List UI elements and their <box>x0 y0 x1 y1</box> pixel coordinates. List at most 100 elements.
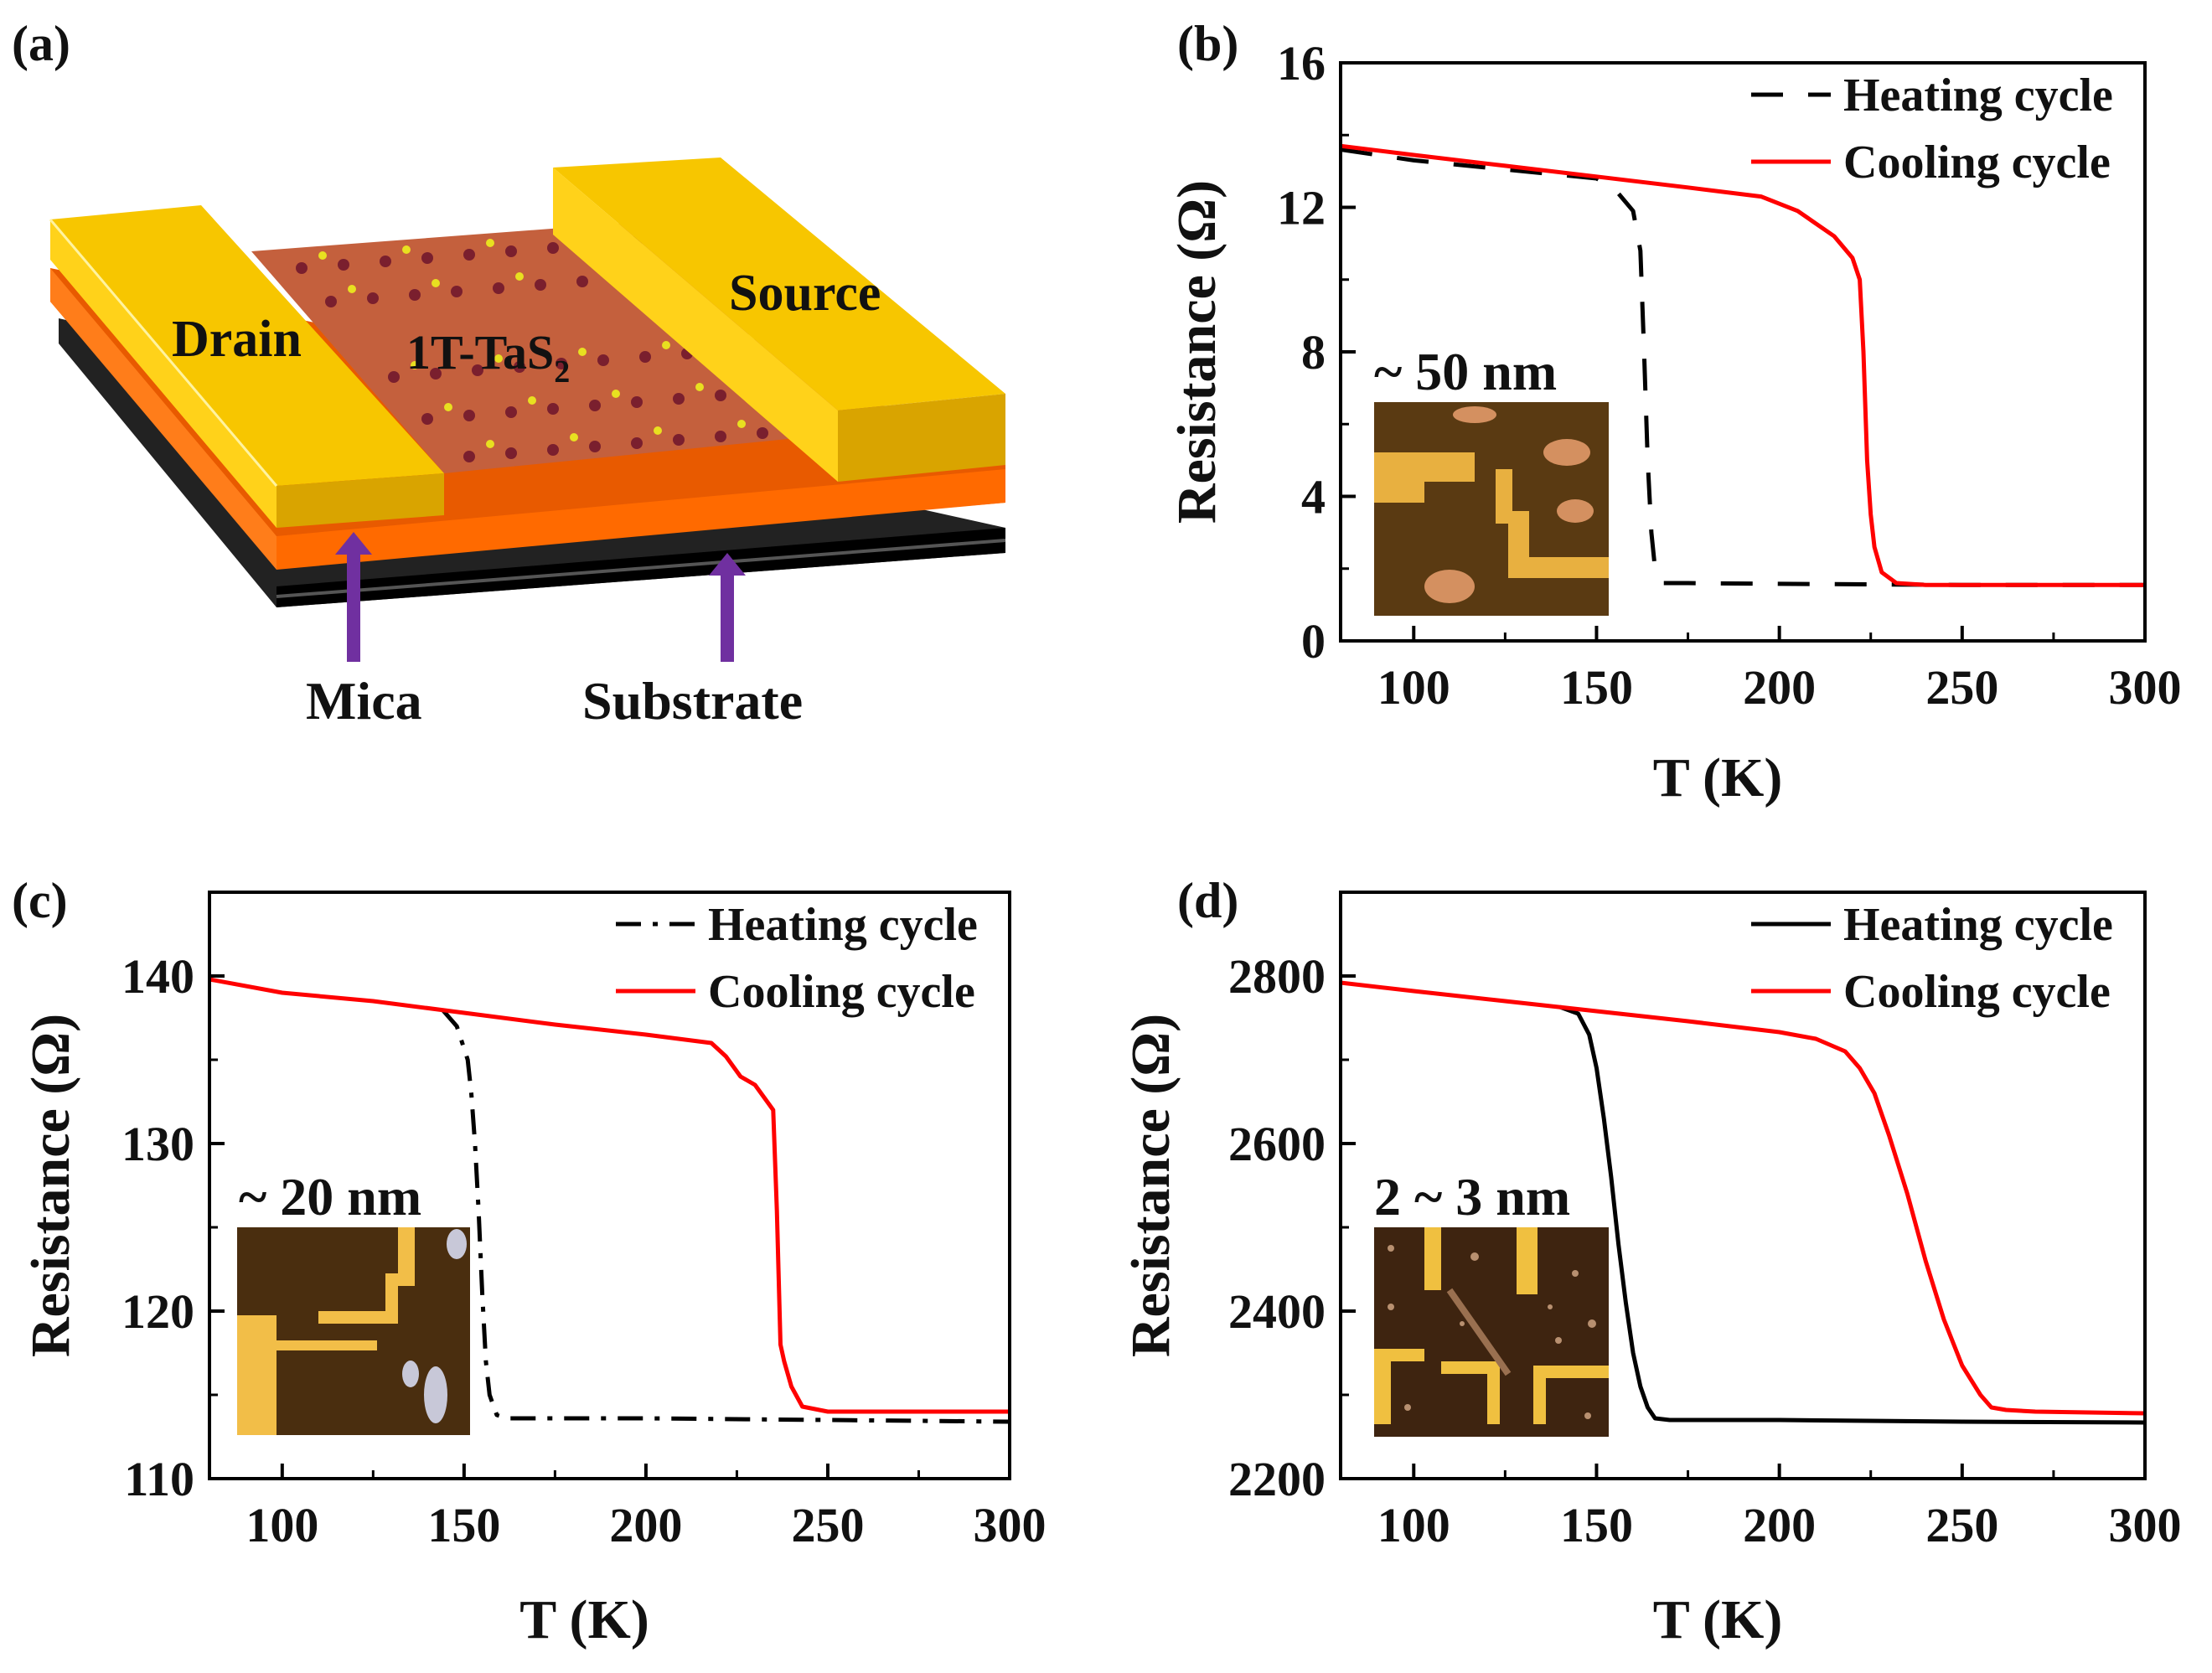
panel-d-label: (d) <box>1177 873 1238 928</box>
x-tick-label: 100 <box>1377 660 1450 715</box>
legend: Heating cycle Cooling cycle <box>616 899 978 1018</box>
y-axis-title: Resistance (Ω) <box>1166 180 1227 524</box>
source-left <box>553 168 838 482</box>
panel-d: (d) 2 ~ 3 nm 100 150 200 250 300 2200 2400 2600… <box>1120 873 2182 1650</box>
inset-electrode-2 <box>1496 469 1609 578</box>
drain-label: Drain <box>172 311 302 368</box>
inset-electrode <box>1424 1227 1441 1290</box>
x-tick-label: 300 <box>2109 1498 2182 1552</box>
source-label: Source <box>729 265 881 322</box>
y-tick-label: 0 <box>1301 614 1326 669</box>
series-line-cooling-cycle <box>1340 980 2146 1416</box>
inset-flake <box>1424 570 1475 603</box>
plot-area: 100 150 200 250 300 2200 2400 2600 2800 T (K) Resi… <box>1120 891 2182 1650</box>
panel-c-inset: ~ 20 nm <box>237 1167 470 1435</box>
y-tick-label: 2800 <box>1228 949 1326 1004</box>
x-tick-label: 100 <box>245 1498 318 1552</box>
inset-electrode-5 <box>1533 1366 1609 1424</box>
mica-arrow-head <box>335 532 372 555</box>
x-tick-label: 300 <box>974 1498 1047 1552</box>
panel-b-inset: ~ 50 nm <box>1374 342 1609 616</box>
x-tick-label: 150 <box>1560 1498 1633 1552</box>
series-line-cooling-cycle <box>209 977 1010 1414</box>
drain-top <box>50 205 444 486</box>
y-tick-label: 4 <box>1301 470 1326 524</box>
legend-label: Heating cycle <box>708 899 978 951</box>
legend-label: Heating cycle <box>1843 899 2113 951</box>
x-axis-title: T (K) <box>1653 1589 1783 1650</box>
substrate-label: Substrate <box>582 671 803 731</box>
inset-electrode-2 <box>1517 1227 1538 1294</box>
substrate-arrow-head <box>709 553 746 576</box>
panel-b-label: (b) <box>1177 16 1238 71</box>
x-tick-label: 150 <box>427 1498 500 1552</box>
x-tick-label: 200 <box>1743 1498 1816 1552</box>
plot-area: 100 150 200 250 300 110 120 130 140 T (K) Resistan… <box>20 891 1047 1650</box>
x-tick-label: 250 <box>1925 1498 1998 1552</box>
inset-flake <box>402 1361 419 1387</box>
material-name: 1T-TaS <box>406 325 554 380</box>
panel-b: (b) ~ 50 nm 100 150 200 250 300 0 4 8 12 16 T (K) R… <box>1166 16 2182 808</box>
x-tick-label: 150 <box>1560 660 1633 715</box>
x-tick-label: 100 <box>1377 1498 1450 1552</box>
x-tick-label: 250 <box>791 1498 864 1552</box>
y-tick-label: 110 <box>124 1452 194 1506</box>
panel-d-inset-label: 2 ~ 3 nm <box>1374 1167 1570 1226</box>
panel-a: (a) D <box>12 16 1006 731</box>
drain-edge <box>49 219 278 487</box>
inset-electrode <box>1374 452 1475 503</box>
inset-flake <box>447 1229 467 1259</box>
mica-label: Mica <box>306 671 422 731</box>
panel-c: (c) ~ 20 nm 100 150 200 250 300 110 120 130 140 T… <box>12 873 1047 1650</box>
panel-c-inset-label: ~ 20 nm <box>239 1167 421 1226</box>
axes-frame <box>208 891 1011 1480</box>
legend: Heating cycle Cooling cycle <box>1751 899 2113 1018</box>
y-tick-label: 2600 <box>1228 1117 1326 1171</box>
inset-electrode-4 <box>1441 1361 1500 1424</box>
series-line-heating-cycle <box>1340 147 2145 587</box>
y-axis-title: Resistance (Ω) <box>1120 1014 1181 1357</box>
panel-c-label: (c) <box>12 873 68 928</box>
drain-front <box>276 473 444 528</box>
x-tick-label: 200 <box>609 1498 682 1552</box>
inset-electrode-2 <box>318 1227 415 1324</box>
y-tick-label: 120 <box>121 1284 194 1339</box>
y-tick-label: 130 <box>121 1117 194 1171</box>
legend-label: Cooling cycle <box>1843 137 2111 188</box>
inset-flake <box>1453 406 1496 423</box>
legend-label: Cooling cycle <box>1843 966 2111 1018</box>
substrate-stripe <box>276 539 1006 598</box>
y-tick-label: 16 <box>1277 36 1326 90</box>
axes-frame <box>1339 891 2147 1480</box>
series-line-heating-cycle <box>1558 1004 2146 1425</box>
x-tick-label: 300 <box>2109 660 2182 715</box>
source-top <box>553 157 1005 411</box>
y-tick-label: 8 <box>1301 325 1326 380</box>
x-axis-title: T (K) <box>519 1589 649 1650</box>
x-axis-title: T (K) <box>1653 747 1783 808</box>
mica-front <box>276 469 1005 570</box>
axes-frame <box>1339 61 2147 643</box>
material-label: 1T-TaS2 <box>406 325 570 390</box>
inset-particles <box>1388 1245 1596 1419</box>
legend-label: Cooling cycle <box>708 966 975 1018</box>
y-tick-label: 140 <box>121 949 194 1004</box>
x-tick-label: 250 <box>1925 660 1998 715</box>
y-tick-label: 12 <box>1277 181 1326 235</box>
inset-electrode <box>237 1315 377 1435</box>
y-tick-label: 2400 <box>1228 1284 1326 1339</box>
legend: Heating cycle Cooling cycle <box>1751 70 2113 188</box>
inset-flake <box>1446 1288 1512 1376</box>
inset-flake <box>1543 439 1590 466</box>
inset-flake <box>424 1366 447 1423</box>
inset-electrode-3 <box>1374 1349 1424 1424</box>
y-tick-label: 2200 <box>1228 1452 1326 1506</box>
source-front <box>838 394 1005 482</box>
material-subscript: 2 <box>554 354 570 390</box>
panel-d-inset: 2 ~ 3 nm <box>1374 1167 1609 1437</box>
panel-a-label: (a) <box>12 16 70 71</box>
mica-left <box>50 268 276 570</box>
legend-label: Heating cycle <box>1843 70 2113 121</box>
y-axis-title: Resistance (Ω) <box>20 1014 81 1357</box>
